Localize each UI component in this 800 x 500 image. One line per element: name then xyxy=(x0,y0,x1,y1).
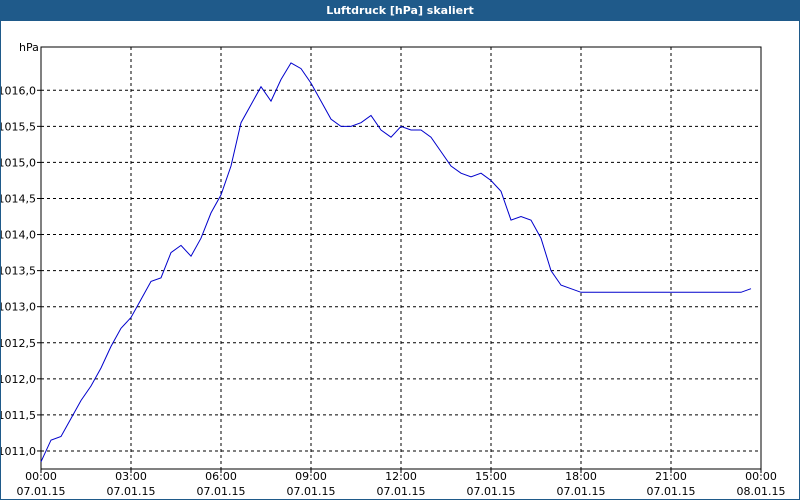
y-tick-label: 1012,5 xyxy=(1,337,36,350)
y-axis-label: hPa xyxy=(19,41,39,54)
y-tick-label: 1014,5 xyxy=(1,192,36,205)
x-tick-time: 03:00 xyxy=(115,470,147,483)
chart-title: Luftdruck [hPa] skaliert xyxy=(1,1,799,21)
y-tick-label: 1016,0 xyxy=(1,84,36,97)
y-axis: 1011,0 1011,5 1012,0 1012,5 1013,0 1013,5 1014… xyxy=(1,84,41,458)
y-tick-label: 1014,0 xyxy=(1,229,36,242)
y-tick-label: 1013,0 xyxy=(1,301,36,314)
x-tick-date: 07.01.15 xyxy=(467,485,516,498)
x-tick-date: 07.01.15 xyxy=(377,485,426,498)
x-tick-time: 15:00 xyxy=(475,470,507,483)
x-tick-date: 07.01.15 xyxy=(557,485,606,498)
x-tick-date: 07.01.15 xyxy=(17,485,66,498)
x-tick-date: 07.01.15 xyxy=(197,485,246,498)
x-tick-time: 21:00 xyxy=(655,470,687,483)
x-tick-date: 08.01.15 xyxy=(737,485,786,498)
y-tick-label: 1011,5 xyxy=(1,409,36,422)
x-tick-time: 06:00 xyxy=(205,470,237,483)
x-tick-time: 18:00 xyxy=(565,470,597,483)
y-tick-label: 1012,0 xyxy=(1,373,36,386)
x-axis: 00:00 07.01.15 03:00 07.01.15 06:00 07.01.15 0… xyxy=(17,469,786,498)
y-tick-label: 1015,0 xyxy=(1,156,36,169)
grid-lines xyxy=(41,47,761,469)
x-tick-date: 07.01.15 xyxy=(287,485,336,498)
pressure-line xyxy=(40,62,752,463)
y-tick-label: 1013,5 xyxy=(1,265,36,278)
x-tick-date: 07.01.15 xyxy=(107,485,156,498)
x-tick-time: 00:00 xyxy=(745,470,777,483)
x-tick-date: 07.01.15 xyxy=(647,485,696,498)
y-tick-label: 1011,0 xyxy=(1,445,36,458)
x-tick-time: 00:00 xyxy=(25,470,57,483)
x-tick-time: 12:00 xyxy=(385,470,417,483)
y-tick-label: 1015,5 xyxy=(1,120,36,133)
chart-canvas: 1011,0 1011,5 1012,0 1012,5 1013,0 1013,5 1014… xyxy=(1,41,786,498)
x-tick-time: 09:00 xyxy=(295,470,327,483)
